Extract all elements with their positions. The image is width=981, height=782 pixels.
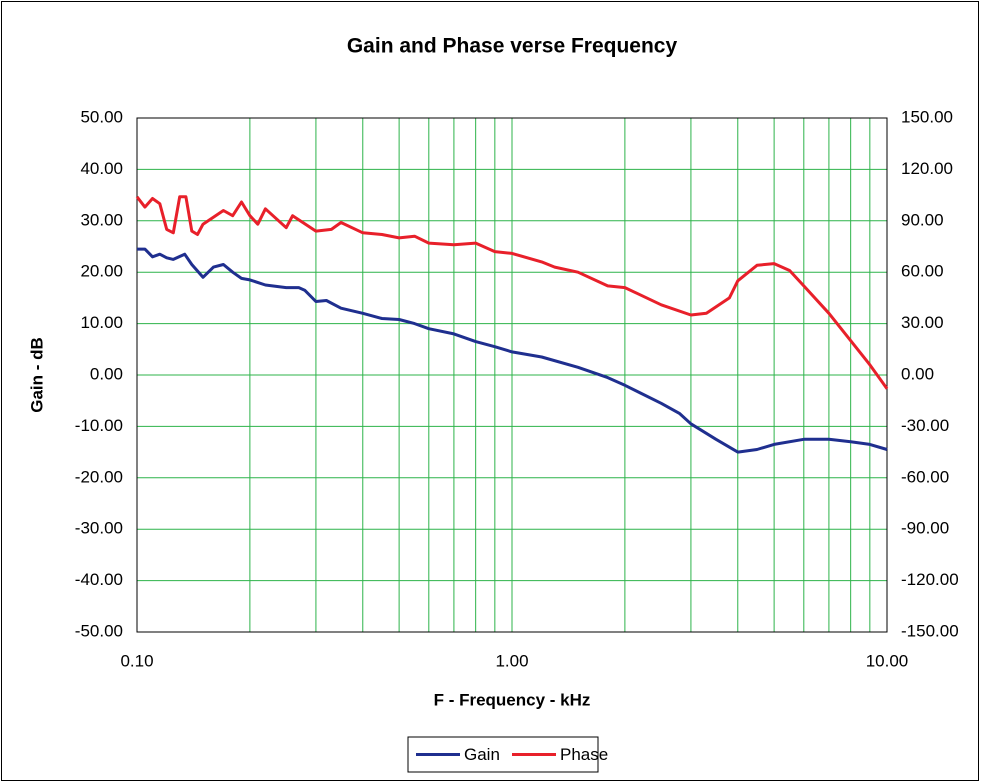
y-tick-label: -20.00 (75, 467, 123, 486)
y2-tick-label: 150.00 (901, 107, 953, 126)
y2-tick-label: -150.00 (901, 621, 959, 640)
series-line (137, 247, 888, 454)
y2-tick-label: -120.00 (901, 570, 959, 589)
y-tick-label: -50.00 (75, 621, 123, 640)
y2-tick-label: -60.00 (901, 467, 949, 486)
legend-label: Gain (464, 745, 500, 764)
y-tick-label: -10.00 (75, 416, 123, 435)
y2-tick-label: 30.00 (901, 313, 944, 332)
series-line (135, 195, 889, 390)
x-tick-label: 1.00 (495, 651, 528, 670)
y2-tick-label: -90.00 (901, 519, 949, 538)
plot-area-border (136, 117, 888, 633)
y2-tick-label: 90.00 (901, 210, 944, 229)
y-tick-label: 40.00 (80, 159, 123, 178)
y2-tick-label: 0.00 (901, 364, 934, 383)
y-tick-label: 30.00 (80, 210, 123, 229)
y2-tick-label: -30.00 (901, 416, 949, 435)
y-tick-label: 0.00 (90, 364, 123, 383)
x-tick-label: 10.00 (866, 651, 909, 670)
y2-tick-label: 60.00 (901, 262, 944, 281)
x-axis-label: F - Frequency - kHz (434, 690, 591, 709)
y-tick-label: -30.00 (75, 519, 123, 538)
y-axis-label: Gain - dB (27, 337, 46, 413)
y2-tick-label: 120.00 (901, 159, 953, 178)
y-tick-label: 20.00 (80, 262, 123, 281)
x-tick-label: 0.10 (120, 651, 153, 670)
y-tick-label: -40.00 (75, 570, 123, 589)
chart-title: Gain and Phase verse Frequency (347, 35, 678, 58)
y-tick-label: 50.00 (80, 107, 123, 126)
legend-label: Phase (560, 745, 608, 764)
y-tick-label: 10.00 (80, 313, 123, 332)
